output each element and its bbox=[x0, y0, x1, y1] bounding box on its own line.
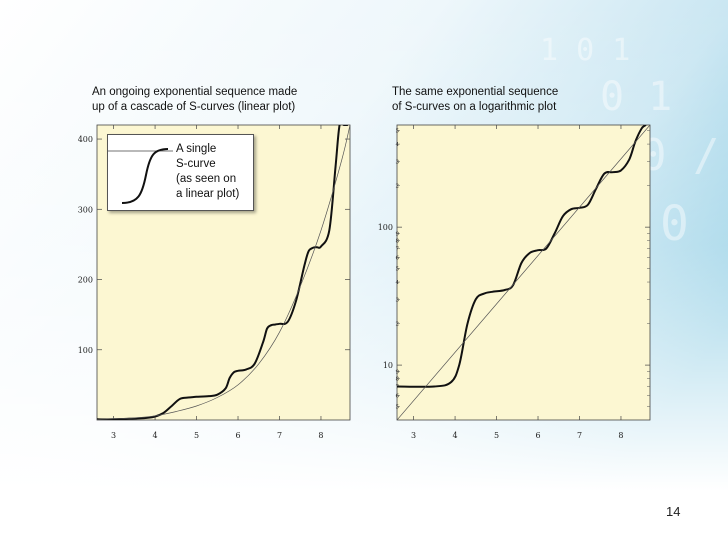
y-tick-label: 100 bbox=[378, 223, 393, 232]
right-chart-caption: The same exponential sequence of S-curve… bbox=[392, 85, 558, 115]
y-minor-tick-label: 3 bbox=[396, 297, 400, 303]
series-line-s-curves bbox=[97, 125, 348, 420]
inset-line-1: A single bbox=[176, 143, 217, 155]
inset-line-2: S-curve bbox=[176, 158, 216, 170]
x-tick-label: 7 bbox=[277, 431, 282, 440]
slide-number: 14 bbox=[666, 504, 681, 519]
y-minor-tick-label: 5 bbox=[396, 267, 400, 273]
y-minor-tick-label: 8 bbox=[396, 239, 400, 245]
series-line-s-curves bbox=[397, 125, 647, 388]
x-tick-label: 5 bbox=[194, 431, 199, 440]
x-tick-label: 6 bbox=[235, 431, 240, 440]
x-tick-label: 6 bbox=[535, 431, 540, 440]
y-minor-tick-label: 8 bbox=[396, 376, 400, 382]
x-tick-label: 5 bbox=[494, 431, 499, 440]
x-tick-label: 4 bbox=[453, 431, 458, 440]
y-minor-tick-label: 6 bbox=[396, 394, 400, 400]
series-line-exponential-trend bbox=[97, 125, 350, 420]
left-caption-line-1: An ongoing exponential sequence made bbox=[92, 86, 298, 98]
left-chart-caption: An ongoing exponential sequence made up … bbox=[92, 85, 297, 115]
x-tick-label: 3 bbox=[411, 431, 416, 440]
y-tick-label: 400 bbox=[78, 135, 93, 144]
x-tick-label: 8 bbox=[318, 431, 323, 440]
y-tick-label: 100 bbox=[78, 346, 93, 355]
y-minor-tick-label: 6 bbox=[396, 256, 400, 262]
inset-line-3: (as seen on bbox=[176, 173, 237, 185]
y-minor-tick-label: 2 bbox=[396, 184, 400, 190]
y-tick-label: 200 bbox=[78, 276, 93, 285]
y-minor-tick-label: 4 bbox=[396, 142, 400, 148]
y-minor-tick-label: 3 bbox=[396, 159, 400, 165]
series-line-exponential-trend bbox=[397, 125, 650, 420]
y-minor-tick-label: 9 bbox=[396, 369, 400, 375]
y-minor-tick-label: 7 bbox=[396, 247, 400, 253]
s-curve-icon bbox=[108, 148, 173, 204]
x-tick-label: 4 bbox=[153, 431, 158, 440]
y-tick-label: 300 bbox=[78, 205, 93, 214]
left-caption-line-2: up of a cascade of S-curves (linear plot… bbox=[92, 101, 296, 113]
right-caption-line-1: The same exponential sequence bbox=[392, 86, 559, 98]
inset-label: A single S-curve (as seen on a linear pl… bbox=[176, 142, 239, 202]
x-tick-label: 8 bbox=[618, 431, 623, 440]
single-s-curve-inset: A single S-curve (as seen on a linear pl… bbox=[107, 134, 254, 211]
right-caption-line-2: of S-curves on a logarithmic plot bbox=[392, 101, 557, 113]
y-minor-tick-label: 9 bbox=[396, 231, 400, 237]
x-tick-label: 3 bbox=[111, 431, 116, 440]
x-tick-label: 7 bbox=[577, 431, 582, 440]
y-minor-tick-label: 4 bbox=[396, 280, 400, 286]
y-minor-tick-label: 2 bbox=[396, 322, 400, 328]
y-minor-tick-label: 5 bbox=[396, 405, 400, 411]
y-tick-label: 10 bbox=[383, 361, 393, 370]
y-minor-tick-label: 5 bbox=[396, 129, 400, 135]
inset-line-4: a linear plot) bbox=[176, 188, 240, 200]
